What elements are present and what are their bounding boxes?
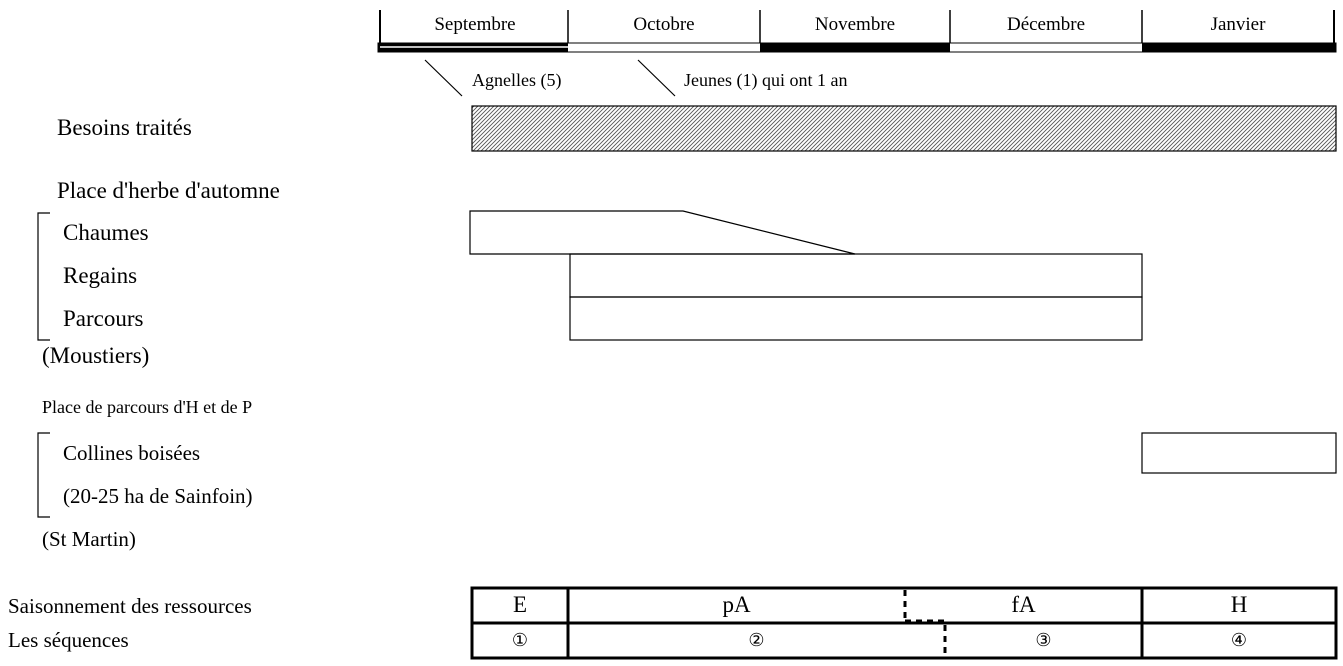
month-september: Septembre	[434, 14, 516, 35]
label-chaumes: Chaumes	[63, 220, 149, 245]
jeunes-pointer	[637, 59, 676, 97]
label-sainfoin: (20-25 ha de Sainfoin)	[63, 484, 253, 508]
label-regains: Regains	[63, 263, 138, 288]
month-january: Janvier	[1210, 14, 1266, 35]
bracket-automne	[37, 212, 50, 341]
season-pa: pA	[722, 592, 751, 617]
season-h: H	[1230, 592, 1248, 617]
agnelles-pointer	[424, 59, 463, 97]
collines-bar	[1141, 432, 1337, 474]
annotation-agnelles: Agnelles (5)	[472, 70, 562, 90]
regains-bar	[569, 253, 1143, 298]
label-parcours-hp: Place de parcours d'H et de P	[42, 397, 253, 417]
sequence-1: ①	[511, 630, 529, 650]
label-sequences: Les séquences	[8, 628, 129, 652]
chaumes-bar	[469, 210, 856, 255]
besoins-bar	[471, 105, 1337, 152]
bracket-collines	[37, 432, 50, 518]
season-e: E	[512, 592, 528, 617]
annotation-jeunes: Jeunes (1) qui ont 1 an	[684, 70, 848, 90]
label-saisonnement: Saisonnement des ressources	[8, 594, 252, 618]
sequence-2: ②	[748, 630, 765, 650]
month-header-band	[377, 42, 1337, 53]
parcours-bar	[569, 296, 1143, 341]
label-herbe-automne: Place d'herbe d'automne	[57, 178, 280, 203]
label-collines: Collines boisées	[63, 441, 201, 465]
month-december: Décembre	[1006, 14, 1086, 35]
sequence-3: ③	[1035, 630, 1052, 650]
label-besoins: Besoins traités	[57, 115, 192, 140]
season-fa: fA	[1011, 592, 1036, 617]
sequence-4: ④	[1230, 630, 1248, 650]
season-table	[470, 586, 1338, 660]
month-october: Octobre	[633, 14, 695, 35]
label-st-martin: (St Martin)	[42, 527, 136, 551]
label-moustiers: (Moustiers)	[42, 343, 150, 368]
month-november: Novembre	[814, 14, 896, 35]
label-parcours: Parcours	[63, 306, 144, 331]
